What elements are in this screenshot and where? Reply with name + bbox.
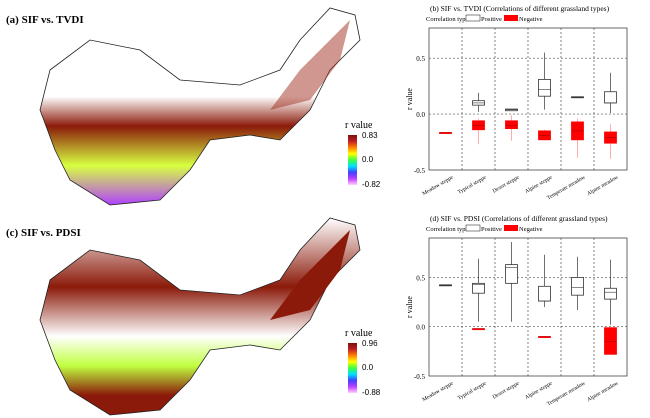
positive-box [472, 282, 485, 294]
legend-negative-label: Negative [519, 16, 543, 23]
legend-negative-swatch [504, 15, 518, 21]
positive-box [604, 287, 617, 300]
map-c-cb-max: 0.96 [362, 339, 378, 348]
map-a [39, 7, 361, 206]
x-tick-label: Desert steppe [492, 380, 521, 400]
legend-negative-label: Negative [519, 226, 543, 233]
x-tick-label: Typical steppe [457, 380, 488, 401]
map-c-cb-min: -0.88 [362, 388, 381, 397]
map-a-cb-max: 0.83 [362, 131, 378, 140]
x-tick-label: Meadow steppe [421, 174, 455, 197]
positive-box [538, 285, 551, 302]
negative-box [604, 327, 617, 355]
y-tick-label: 0.0 [416, 324, 425, 332]
y-tick-label: 0.0 [416, 111, 425, 119]
chart-title: (b) SIF vs. TVDI (Correlations of differ… [430, 4, 610, 13]
map-c-legend-title: r value [345, 328, 373, 339]
map-c-region [39, 217, 361, 416]
map-a-cb-min: -0.82 [362, 180, 381, 189]
positive-box [604, 91, 617, 104]
map-a-colorbar [348, 135, 357, 185]
positive-box [505, 264, 518, 284]
x-tick-label: Alpine meadow [586, 175, 619, 198]
map-a-cb-mid: 0.0 [362, 155, 374, 164]
y-tick-label: -0.5 [414, 373, 426, 381]
map-c-colorbar [348, 343, 357, 393]
negative-box [505, 120, 518, 130]
map-c [39, 217, 361, 416]
x-tick-label: Alpine steppe [524, 380, 554, 401]
chart-title: (d) SIF vs. PDSI (Correlations of differ… [430, 214, 608, 223]
legend-label: Correlation type [426, 226, 469, 233]
y-tick-label: 0.5 [416, 55, 425, 63]
legend-positive-swatch [465, 224, 481, 232]
y-tick-label: 0.5 [416, 274, 425, 282]
legend-positive-swatch [465, 14, 481, 22]
legend-positive-label: Positive [481, 226, 502, 233]
map-a-region [39, 7, 361, 206]
map-a-title: (a) SIF vs. TVDI [6, 14, 84, 26]
x-tick-label: Alpine meadow [586, 381, 619, 404]
map-a-legend-title: r value [345, 120, 373, 131]
x-tick-label: Desert steppe [492, 174, 521, 194]
legend-label: Correlation type [426, 16, 469, 23]
map-c-cb-mid: 0.0 [362, 363, 374, 372]
y-axis-label: r value [405, 88, 414, 110]
x-tick-label: Typical steppe [457, 174, 488, 195]
y-axis-label: r value [405, 296, 414, 318]
y-tick-label: -0.5 [414, 167, 426, 175]
x-tick-label: Meadow steppe [421, 380, 455, 403]
map-c-title: (c) SIF vs. PDSI [6, 227, 81, 239]
positive-box [538, 79, 551, 97]
legend-negative-swatch [504, 225, 518, 231]
chart-d: (d) SIF vs. PDSI (Correlations of differ… [405, 214, 628, 407]
x-tick-label: Alpine steppe [524, 174, 554, 195]
positive-box [571, 277, 584, 296]
legend-positive-label: Positive [481, 16, 502, 23]
chart-b: (b) SIF vs. TVDI (Correlations of differ… [405, 4, 628, 201]
